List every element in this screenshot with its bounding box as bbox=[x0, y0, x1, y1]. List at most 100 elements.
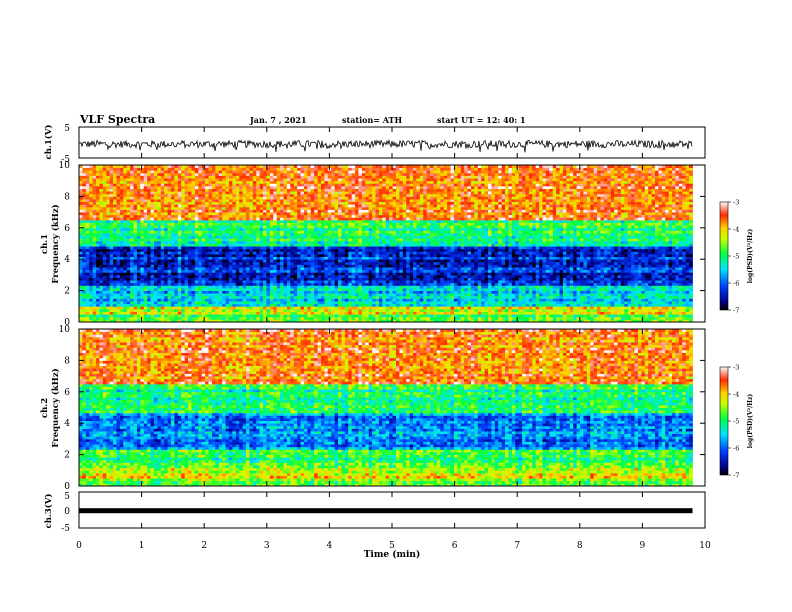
spectrogram-cell bbox=[314, 264, 318, 268]
spectrogram-cell bbox=[184, 311, 189, 315]
spectrogram-cell bbox=[562, 306, 567, 310]
spectrogram-cell bbox=[569, 301, 574, 305]
spectrogram-cell bbox=[119, 308, 124, 312]
spectrogram-cell bbox=[682, 277, 687, 281]
spectrogram-cell bbox=[443, 301, 448, 305]
spectrogram-cell bbox=[641, 311, 646, 315]
spectrogram-cell bbox=[201, 264, 206, 268]
spectrogram-cell bbox=[402, 287, 407, 291]
spectrogram-cell bbox=[562, 311, 567, 315]
ch1-spectrogram-image bbox=[79, 165, 693, 322]
spectrogram-cell bbox=[259, 282, 264, 286]
spectrogram-cell bbox=[153, 264, 158, 268]
spectrogram-cell bbox=[682, 319, 687, 322]
spectrogram-cell bbox=[249, 280, 254, 284]
spectrogram-cell bbox=[222, 311, 226, 315]
spectrogram-cell bbox=[351, 277, 356, 281]
spectrogram-cell bbox=[593, 269, 598, 273]
spectrogram-cell bbox=[624, 259, 629, 263]
spectrogram-cell bbox=[188, 280, 192, 284]
spectrogram-cell bbox=[222, 287, 226, 291]
spectrogram-cell bbox=[130, 272, 134, 276]
spectrogram-cell bbox=[222, 319, 226, 322]
spectrogram-cell bbox=[286, 282, 291, 286]
spectrogram-cell bbox=[627, 298, 632, 302]
spectrogram-cell bbox=[96, 319, 100, 322]
spectrogram-cell bbox=[331, 253, 336, 257]
spectrogram-cell bbox=[413, 285, 417, 289]
spectrogram-cell bbox=[474, 267, 479, 271]
spectrogram-cell bbox=[150, 261, 155, 265]
spectrogram-cell bbox=[552, 298, 557, 302]
spectrogram-cell bbox=[545, 311, 550, 315]
spectrogram-cell bbox=[205, 274, 209, 278]
spectrogram-cell bbox=[389, 259, 393, 263]
spectrogram-cell bbox=[580, 267, 584, 271]
spectrogram-cell bbox=[365, 269, 370, 273]
spectrogram-cell bbox=[389, 277, 393, 281]
spectrogram-cell bbox=[358, 285, 363, 289]
spectrogram-cell bbox=[341, 280, 346, 284]
spectrogram-cell bbox=[218, 298, 223, 302]
spectrogram-cell bbox=[198, 272, 203, 276]
spectrogram-cell bbox=[453, 277, 458, 281]
spectrogram-cell bbox=[338, 261, 342, 265]
spectrogram-cell bbox=[447, 295, 451, 299]
spectrogram-cell bbox=[569, 314, 574, 318]
spectrogram-cell bbox=[201, 274, 206, 278]
spectrogram-cell bbox=[191, 256, 196, 260]
spectrogram-cell bbox=[303, 269, 308, 273]
spectrogram-cell bbox=[423, 251, 428, 255]
spectrogram-cell bbox=[617, 314, 622, 318]
spectrogram-cell bbox=[528, 298, 533, 302]
spectrogram-cell bbox=[160, 280, 165, 284]
spectrogram-cell bbox=[215, 248, 220, 252]
spectrogram-cell bbox=[481, 298, 485, 302]
spectrogram-cell bbox=[293, 280, 298, 284]
figure-title: VLF Spectra bbox=[79, 113, 155, 126]
spectrogram-cell bbox=[470, 295, 475, 299]
spectrogram-cell bbox=[215, 267, 220, 271]
spectrogram-cell bbox=[344, 267, 349, 271]
spectrogram-cell bbox=[348, 272, 353, 276]
spectrogram-cell bbox=[675, 303, 680, 307]
spectrogram-cell bbox=[675, 316, 680, 320]
spectrogram-cell bbox=[399, 287, 404, 291]
spectrogram-cell bbox=[682, 293, 687, 297]
spectrogram-cell bbox=[331, 251, 336, 255]
spectrogram-cell bbox=[586, 251, 591, 255]
spectrogram-cell bbox=[102, 280, 107, 284]
spectrogram-cell bbox=[433, 287, 438, 291]
spectrogram-cell bbox=[477, 267, 482, 271]
spectrogram-cell bbox=[378, 316, 383, 320]
spectrogram-cell bbox=[365, 261, 370, 265]
spectrogram-cell bbox=[334, 277, 339, 281]
spectrogram-cell bbox=[689, 293, 693, 297]
spectrogram-cell bbox=[484, 308, 489, 312]
spectrogram-cell bbox=[191, 277, 196, 281]
spectrogram-cell bbox=[116, 277, 121, 281]
spectrogram-cell bbox=[378, 280, 383, 284]
spectrogram-cell bbox=[672, 256, 676, 260]
spectrogram-cell bbox=[130, 282, 134, 286]
spectrogram-cell bbox=[177, 264, 182, 268]
spectrogram-cell bbox=[249, 253, 254, 257]
spectrogram-cell bbox=[402, 269, 407, 273]
spectrogram-cell bbox=[79, 303, 83, 307]
spectrogram-cell bbox=[423, 316, 428, 320]
spectrogram-cell bbox=[440, 256, 445, 260]
spectrogram-cell bbox=[443, 251, 448, 255]
spectrogram-cell bbox=[583, 293, 588, 297]
spectrogram-cell bbox=[542, 269, 547, 273]
spectrogram-cell bbox=[423, 253, 428, 257]
spectrogram-cell bbox=[617, 274, 622, 278]
spectrogram-cell bbox=[668, 319, 673, 322]
spectrogram-cell bbox=[552, 264, 557, 268]
spectrogram-cell bbox=[539, 251, 543, 255]
spectrogram-cell bbox=[157, 256, 162, 260]
spectrogram-cell bbox=[474, 287, 479, 291]
spectrogram-cell bbox=[89, 277, 94, 281]
spectrogram-cell bbox=[375, 256, 380, 260]
spectrogram-cell bbox=[586, 306, 591, 310]
spectrogram-cell bbox=[324, 261, 329, 265]
